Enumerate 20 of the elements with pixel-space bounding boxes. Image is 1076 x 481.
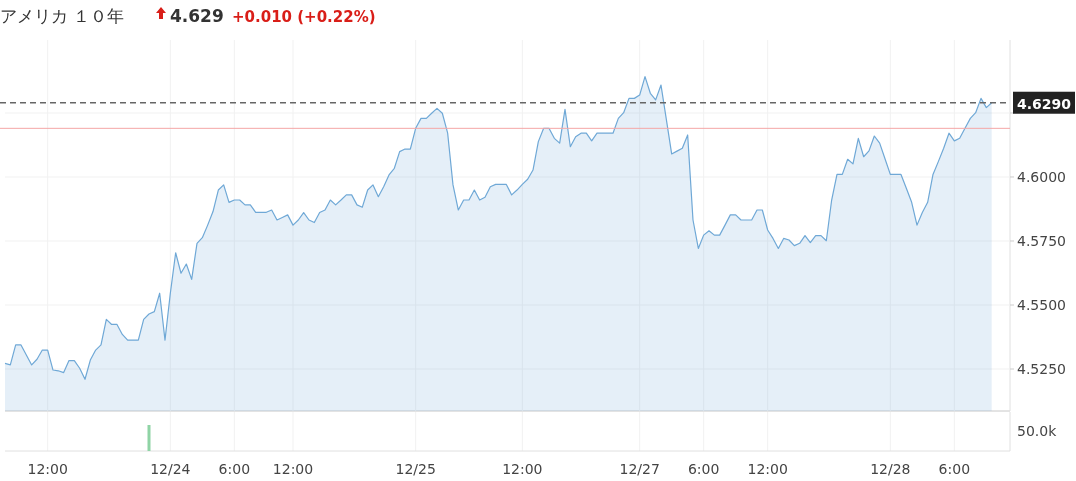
y-tick-label: 4.5750: [1017, 232, 1066, 249]
x-tick-label: 12/27: [619, 461, 660, 477]
x-tick-label: 6:00: [938, 461, 971, 477]
x-tick-label: 12/25: [395, 461, 436, 477]
x-tick-label: 12:00: [502, 461, 543, 477]
x-tick-label: 12:00: [747, 461, 788, 477]
chart-title: アメリカ １０年: [0, 6, 125, 26]
x-tick-label: 12/24: [150, 461, 191, 477]
x-tick-label: 6:00: [218, 461, 251, 477]
text: +0.010 (+0.22%): [232, 8, 376, 26]
x-tick-label: 12:00: [272, 461, 314, 477]
x-tick-label: 6:00: [687, 461, 720, 477]
x-tick-label: 12/28: [870, 461, 911, 477]
y-tick-label: 4.6000: [1017, 168, 1066, 185]
ref-line-label: 4.6290: [1017, 95, 1072, 112]
text: 50.0k: [1017, 423, 1058, 439]
text: 4.629: [170, 6, 224, 26]
y-tick-label: 4.5500: [1017, 297, 1066, 313]
x-tick-label: 12:00: [27, 461, 68, 477]
y-tick-label: 4.5250: [1017, 361, 1066, 378]
